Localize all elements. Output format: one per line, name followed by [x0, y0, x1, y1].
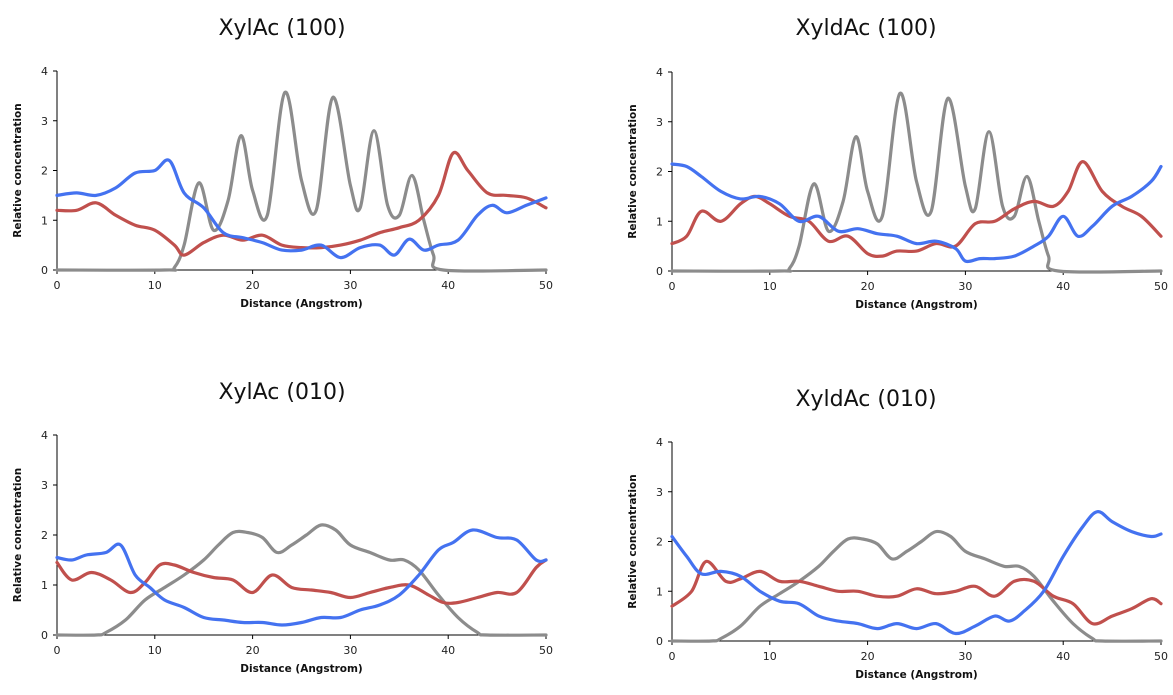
x-tick-label: 50 — [1154, 650, 1168, 663]
chart-title: XyldAc (010) — [795, 387, 937, 412]
y-tick-label: 0 — [656, 635, 663, 648]
series-line-1 — [670, 91, 1163, 274]
y-tick-label: 2 — [656, 166, 663, 179]
x-tick-label: 30 — [958, 650, 972, 663]
x-tick-label: 20 — [246, 279, 260, 292]
y-tick-label: 4 — [656, 66, 663, 79]
y-tick-label: 0 — [656, 265, 663, 278]
y-tick-label: 3 — [656, 116, 663, 129]
y-tick-label: 2 — [41, 165, 48, 178]
y-tick-label: 1 — [41, 214, 48, 227]
x-tick-label: 40 — [1056, 650, 1070, 663]
series-line-2 — [670, 559, 1163, 626]
x-tick-label: 0 — [669, 280, 676, 293]
x-tick-label: 30 — [343, 644, 357, 657]
series-line-1 — [55, 523, 548, 637]
series-line-3 — [55, 158, 548, 260]
chart-panel-xylac-100: XylAc (100) 0 1 2 3 4 0 10 20 30 40 50 Distance (An… — [0, 0, 586, 347]
x-tick-label: 0 — [54, 279, 61, 292]
x-tick-label: 30 — [958, 280, 972, 293]
series-line-3 — [670, 510, 1163, 636]
x-tick-label: 40 — [1056, 280, 1070, 293]
x-axis-label: Distance (Angstrom) — [240, 298, 362, 310]
y-axis-label: Relative concentration — [12, 103, 24, 237]
series-line-3 — [55, 528, 548, 627]
series-line-2 — [55, 558, 548, 605]
chart-title: XylAc (010) — [218, 380, 346, 405]
x-tick-label: 10 — [148, 644, 162, 657]
y-tick-label: 1 — [41, 579, 48, 592]
x-tick-label: 0 — [54, 644, 61, 657]
y-tick-label: 1 — [656, 215, 663, 228]
y-tick-label: 0 — [41, 629, 48, 642]
y-axis-label: Relative concentration — [627, 104, 639, 238]
y-axis-label: Relative concentration — [627, 474, 639, 608]
chart-panel-xyldac-100: XyldAc (100) 0 1 2 3 4 0 10 20 30 40 50 Distance (A… — [586, 0, 1173, 347]
y-tick-label: 2 — [41, 529, 48, 542]
x-tick-label: 40 — [441, 279, 455, 292]
series-line-1 — [670, 529, 1163, 643]
x-tick-label: 50 — [539, 644, 553, 657]
chart-title: XyldAc (100) — [795, 16, 937, 41]
x-axis-label: Distance (Angstrom) — [240, 663, 362, 675]
chart-title: XylAc (100) — [218, 16, 346, 41]
x-tick-label: 10 — [148, 279, 162, 292]
y-tick-label: 0 — [41, 264, 48, 277]
x-tick-label: 40 — [441, 644, 455, 657]
x-tick-label: 50 — [539, 279, 553, 292]
x-tick-label: 20 — [246, 644, 260, 657]
y-tick-label: 2 — [656, 536, 663, 549]
x-tick-label: 10 — [763, 280, 777, 293]
y-tick-label: 4 — [41, 65, 48, 78]
x-axis-label: Distance (Angstrom) — [855, 669, 977, 681]
y-axis-label: Relative concentration — [12, 468, 24, 602]
series-line-2 — [55, 150, 548, 257]
x-tick-label: 0 — [669, 650, 676, 663]
x-tick-label: 10 — [763, 650, 777, 663]
chart-panel-xyldac-010: XyldAc (010) 0 1 2 3 4 0 10 20 30 40 50 Distance (A… — [586, 347, 1173, 695]
y-tick-label: 4 — [656, 436, 663, 449]
x-tick-label: 20 — [861, 280, 875, 293]
y-tick-label: 3 — [41, 115, 48, 128]
x-axis-label: Distance (Angstrom) — [855, 299, 977, 311]
x-tick-label: 50 — [1154, 280, 1168, 293]
y-tick-label: 1 — [656, 585, 663, 598]
chart-panel-xylac-010: XylAc (010) 0 1 2 3 4 0 10 20 30 40 50 Distance (An… — [0, 347, 586, 695]
y-tick-label: 3 — [41, 479, 48, 492]
series-line-3 — [670, 162, 1163, 264]
y-tick-label: 3 — [656, 486, 663, 499]
series-line-1 — [55, 90, 548, 273]
x-tick-label: 30 — [343, 279, 357, 292]
x-tick-label: 20 — [861, 650, 875, 663]
y-tick-label: 4 — [41, 429, 48, 442]
